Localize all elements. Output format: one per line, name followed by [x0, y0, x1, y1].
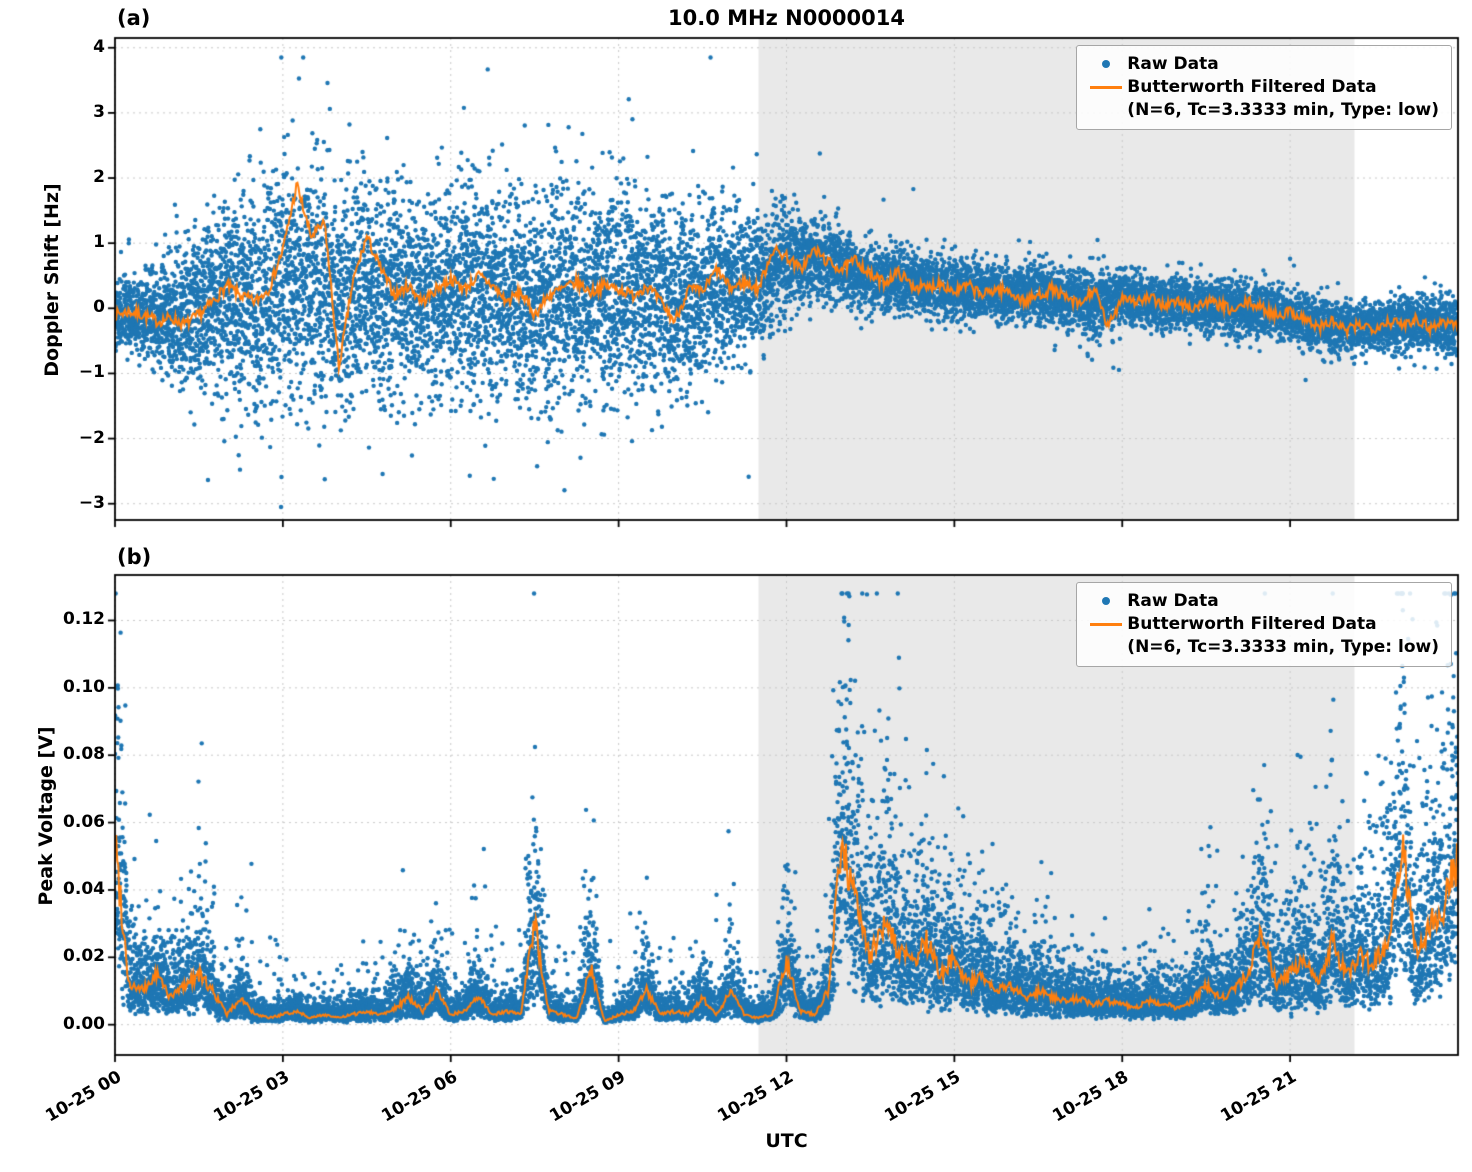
y-tick-label-a: 3 [93, 101, 105, 122]
legend-panel-b: Raw Data Butterworth Filtered Data (N=6,… [1076, 582, 1452, 667]
legend-raw-label: Raw Data [1127, 591, 1219, 611]
legend-entry-raw: Raw Data [1085, 590, 1439, 613]
legend-entry-filtered: Butterworth Filtered Data [1085, 613, 1439, 636]
y-tick-label-a: 4 [93, 36, 105, 57]
y-tick-label-a: −3 [78, 492, 105, 513]
raw-data-marker-icon [1085, 597, 1127, 606]
y-axis-label-doppler: Doppler Shift [Hz] [41, 183, 63, 377]
y-tick-label-b: 0.00 [63, 1013, 105, 1034]
legend-filtered-label: Butterworth Filtered Data [1127, 76, 1377, 97]
filtered-line-marker-icon [1085, 622, 1127, 626]
chart-title: 10.0 MHz N0000014 [668, 6, 905, 30]
y-tick-label-b: 0.04 [63, 878, 105, 899]
y-tick-label-b: 0.10 [63, 676, 105, 697]
y-tick-label-a: 0 [93, 297, 105, 318]
y-tick-label-a: 1 [93, 232, 105, 253]
legend-filtered-label: Butterworth Filtered Data [1127, 613, 1377, 634]
y-tick-label-a: 2 [93, 167, 105, 188]
y-tick-label-a: −2 [78, 427, 105, 448]
filtered-line-marker-icon [1085, 85, 1127, 89]
legend-entry-filtered: Butterworth Filtered Data [1085, 76, 1439, 99]
panel-b-label: (b) [117, 545, 152, 569]
raw-data-marker-icon [1085, 60, 1127, 69]
y-tick-label-b: 0.08 [63, 744, 105, 765]
y-tick-label-b: 0.02 [63, 946, 105, 967]
y-tick-label-b: 0.12 [63, 609, 105, 630]
legend-filtered-sublabel: (N=6, Tc=3.3333 min, Type: low) [1127, 99, 1439, 120]
legend-entry-raw: Raw Data [1085, 53, 1439, 76]
legend-panel-a: Raw Data Butterworth Filtered Data (N=6,… [1076, 45, 1452, 130]
y-tick-label-a: −1 [78, 362, 105, 383]
panel-a-label: (a) [117, 6, 151, 30]
x-axis-label: UTC [765, 1130, 808, 1152]
y-tick-label-b: 0.06 [63, 811, 105, 832]
legend-filtered-sublabel: (N=6, Tc=3.3333 min, Type: low) [1127, 636, 1439, 657]
legend-raw-label: Raw Data [1127, 54, 1219, 74]
